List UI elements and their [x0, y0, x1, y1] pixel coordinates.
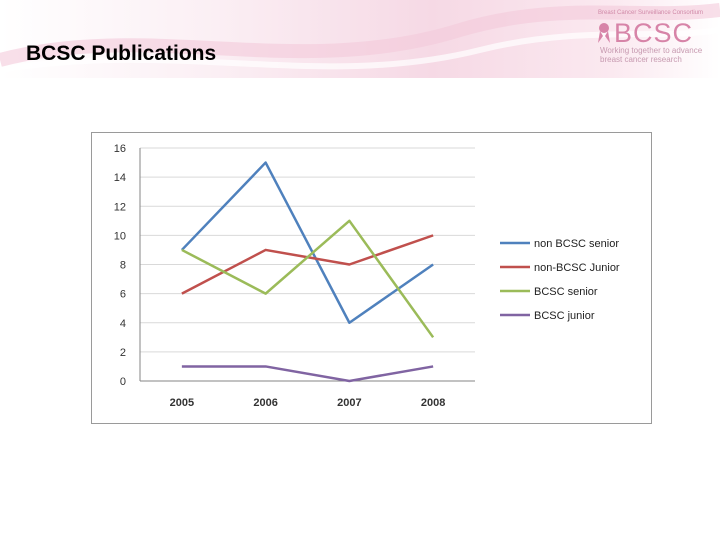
logo-tagline-line2: breast cancer research	[600, 55, 682, 64]
y-tick-label: 0	[120, 376, 126, 388]
y-tick-label: 4	[120, 318, 126, 330]
series-line-3	[181, 219, 435, 339]
chart-canvas: 0 2 4 6 8 10 12 14 16 2005 2006 2007 2008 non BCSC se…	[114, 143, 620, 409]
bcsc-logo: Breast Cancer Surveillance Consortium BC…	[590, 8, 710, 66]
slide-title: BCSC Publications	[26, 42, 217, 65]
y-tick-label: 6	[120, 289, 126, 301]
logo-tagline-line1: Working together to advance	[600, 46, 703, 55]
logo-name: BCSC	[614, 18, 694, 48]
y-tick-label: 16	[114, 143, 126, 155]
series-line-4	[181, 365, 434, 383]
y-tick-label: 12	[114, 201, 126, 213]
legend-label: non-BCSC Junior	[534, 262, 620, 274]
legend-label: non BCSC senior	[534, 238, 619, 250]
y-tick-label: 14	[114, 172, 126, 184]
x-tick-label: 2007	[337, 397, 361, 409]
x-tick-label: 2006	[253, 397, 277, 409]
series-line-1	[180, 161, 434, 324]
line-chart: 0 2 4 6 8 10 12 14 16 2005 2006 2007 2008 non BCSC se…	[91, 132, 652, 424]
pink-ribbon-icon	[598, 23, 610, 43]
legend-label: BCSC junior	[534, 310, 595, 322]
logo-tagline: Working together to advance breast cance…	[600, 46, 702, 64]
x-tick-label: 2005	[170, 397, 194, 409]
x-tick-label: 2008	[421, 397, 445, 409]
logo-tagline-top: Breast Cancer Surveillance Consortium	[598, 10, 704, 16]
header-decoration	[0, 3, 720, 73]
y-tick-label: 10	[114, 230, 126, 242]
y-tick-label: 2	[120, 347, 126, 359]
y-tick-label: 8	[120, 260, 126, 272]
legend-label: BCSC senior	[534, 286, 598, 298]
